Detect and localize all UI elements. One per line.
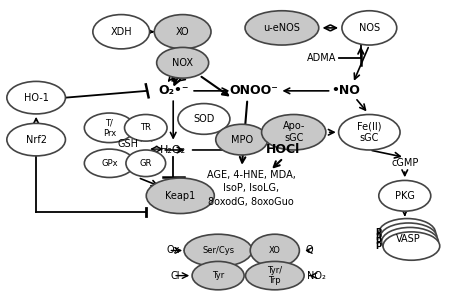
Ellipse shape [338, 115, 400, 150]
Text: Cl: Cl [171, 271, 180, 281]
Text: •NO: •NO [331, 84, 360, 97]
Ellipse shape [156, 48, 209, 78]
Ellipse shape [379, 219, 436, 247]
Text: Tyr/
Trp: Tyr/ Trp [267, 266, 283, 285]
Ellipse shape [178, 104, 230, 134]
Ellipse shape [245, 11, 319, 45]
Ellipse shape [126, 150, 165, 177]
Text: XO: XO [269, 246, 281, 255]
Text: GPx: GPx [101, 159, 118, 168]
Text: Fe(II)
sGC: Fe(II) sGC [357, 121, 382, 143]
Text: P: P [375, 237, 381, 246]
Text: XO: XO [176, 27, 190, 37]
Ellipse shape [7, 81, 65, 114]
Text: VASP: VASP [396, 234, 421, 244]
Text: P: P [375, 241, 381, 251]
Text: PKG: PKG [395, 191, 415, 201]
Ellipse shape [262, 115, 326, 150]
Text: AGE, 4-HNE, MDA,: AGE, 4-HNE, MDA, [207, 170, 296, 180]
Text: O₂•⁻: O₂•⁻ [158, 84, 189, 97]
Text: GSH: GSH [118, 139, 139, 149]
Text: u-eNOS: u-eNOS [264, 23, 301, 33]
Text: NO₂: NO₂ [308, 271, 326, 281]
Ellipse shape [250, 234, 300, 267]
Ellipse shape [380, 223, 437, 251]
Text: GR: GR [140, 159, 152, 168]
Text: Keap1: Keap1 [165, 191, 195, 201]
Text: IsoP, IsoLG,: IsoP, IsoLG, [223, 184, 279, 193]
Text: P: P [375, 228, 381, 237]
Ellipse shape [383, 232, 440, 260]
Text: Nrf2: Nrf2 [26, 135, 46, 145]
Ellipse shape [125, 115, 167, 141]
Ellipse shape [216, 124, 268, 155]
Text: Apo-
sGC: Apo- sGC [283, 121, 305, 143]
Text: O: O [306, 246, 313, 255]
Text: P: P [375, 233, 381, 242]
Text: SOD: SOD [193, 114, 215, 124]
Text: MPO: MPO [231, 135, 253, 145]
Text: TR: TR [140, 123, 151, 132]
Ellipse shape [93, 15, 150, 49]
Ellipse shape [192, 261, 244, 290]
Ellipse shape [84, 113, 135, 143]
Text: HOCl: HOCl [266, 143, 301, 157]
Ellipse shape [84, 149, 135, 178]
Ellipse shape [184, 234, 252, 267]
Text: T/
Prx: T/ Prx [103, 118, 116, 138]
Text: ONOO⁻: ONOO⁻ [229, 84, 278, 97]
Text: NOS: NOS [359, 23, 380, 33]
Text: Ser/Cys: Ser/Cys [202, 246, 234, 255]
Ellipse shape [379, 180, 431, 211]
Ellipse shape [342, 11, 397, 45]
Text: Ox: Ox [167, 246, 180, 255]
Ellipse shape [382, 228, 438, 256]
Text: NOX: NOX [172, 58, 193, 68]
Ellipse shape [7, 123, 65, 156]
Text: ADMA: ADMA [307, 53, 337, 63]
Text: Tyr: Tyr [212, 271, 224, 280]
Text: 8oxodG, 8oxoGuo: 8oxodG, 8oxoGuo [208, 197, 294, 207]
Ellipse shape [155, 15, 211, 49]
Text: HO-1: HO-1 [24, 93, 48, 103]
Ellipse shape [246, 261, 304, 290]
Text: cGMP: cGMP [391, 158, 419, 168]
Text: XDH: XDH [110, 27, 132, 37]
Ellipse shape [146, 178, 214, 214]
Text: H₂O₂: H₂O₂ [160, 145, 186, 155]
